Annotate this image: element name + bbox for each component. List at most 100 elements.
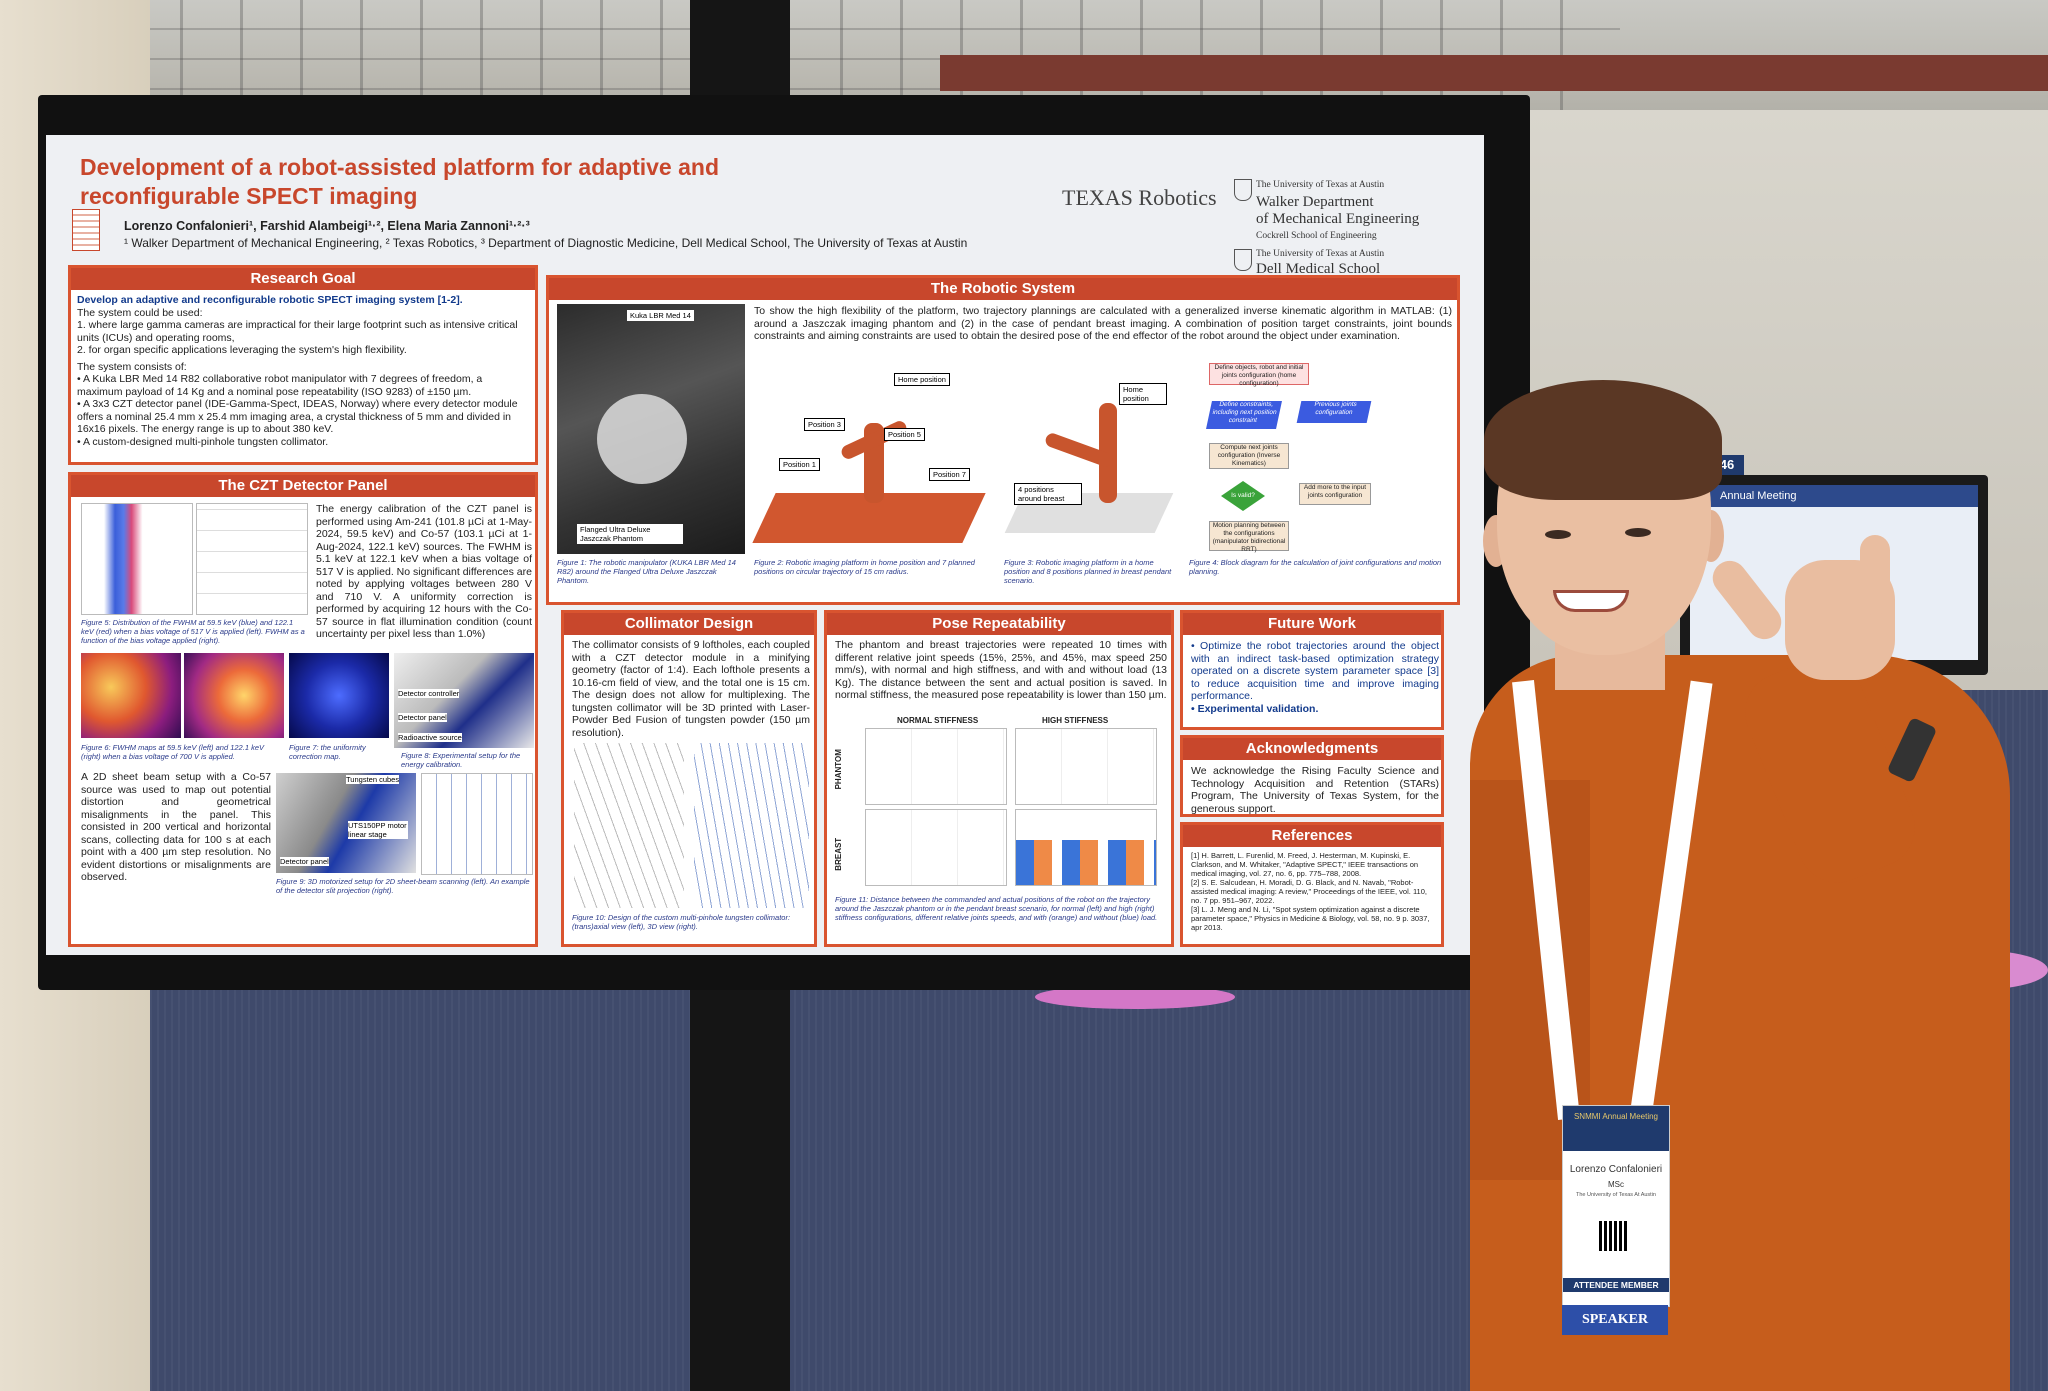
shield-icon — [1234, 249, 1252, 271]
fwhm-map-left — [81, 653, 181, 738]
pose-text: The phantom and breast trajectories were… — [835, 639, 1167, 701]
logo-subtext: The University of Texas at Austin — [1256, 249, 1385, 259]
reference-item: [3] L. J. Meng and N. Li, "Spot system o… — [1191, 905, 1430, 932]
flowchart-step: Define objects, robot and initial joints… — [1209, 363, 1309, 387]
logo-text: of Mechanical Engineering — [1256, 211, 1420, 227]
logo-text: Robotics — [1138, 185, 1217, 210]
robotic-text: To show the high flexibility of the plat… — [754, 305, 1452, 342]
badge-credential: MSc — [1608, 1180, 1624, 1189]
reference-item: [2] S. E. Salcudean, H. Moradi, D. G. Bl… — [1191, 878, 1427, 905]
calibration-setup-photo: Detector controller Detector panel Radio… — [394, 653, 534, 748]
goal-text: The system consists of: — [77, 360, 187, 373]
figure-caption: Figure 8: Experimental setup for the ene… — [401, 751, 521, 769]
flowchart-step: Define constraints, including next posit… — [1206, 401, 1282, 429]
boxplot — [865, 809, 1007, 886]
fwhm-map-right — [184, 653, 284, 738]
phantom-cylinder — [597, 394, 687, 484]
neighbor-screen-title: Annual Meeting — [1690, 485, 1978, 507]
badge-organization: The University of Texas At Austin — [1576, 1192, 1656, 1198]
figure-caption: Figure 3: Robotic imaging platform in a … — [1004, 558, 1172, 585]
czt-text: The energy calibration of the CZT panel … — [316, 503, 532, 640]
ceiling-beam — [940, 55, 2048, 91]
logo-subtext: The University of Texas at Austin — [1256, 180, 1385, 190]
section-header: References — [1183, 825, 1441, 847]
monitor: Development of a robot-assisted platform… — [38, 95, 1530, 990]
badge-meeting: SNMMI Annual Meeting — [1563, 1106, 1669, 1151]
goal-text: • A Kuka LBR Med 14 R82 collaborative ro… — [77, 373, 483, 398]
section-header: The Robotic System — [549, 278, 1457, 300]
logo-subtext: Cockrell School of Engineering — [1256, 231, 1377, 241]
row-label: BREAST — [834, 837, 844, 871]
czt-panel: The CZT Detector Panel The energy calibr… — [68, 472, 538, 947]
person-eye — [1545, 530, 1571, 539]
speaker-ribbon: SPEAKER — [1562, 1305, 1668, 1335]
boxplot — [1015, 728, 1157, 805]
goal-text: 1. where large gamma cameras are impract… — [77, 319, 518, 344]
person-smile — [1553, 590, 1629, 612]
robot-photo: Kuka LBR Med 14 Flanged Ultra Deluxe Jas… — [557, 304, 745, 554]
poster-title: Development of a robot-assisted platform… — [80, 154, 719, 209]
collimator-text: The collimator consists of 9 loftholes, … — [572, 639, 810, 739]
goal-text: The system could be used: — [77, 306, 203, 319]
phantom-trajectory-figure: Home position Position 3 Position 5 Posi… — [752, 363, 994, 553]
boxplot — [1015, 809, 1157, 886]
ack-text: We acknowledge the Rising Faculty Scienc… — [1191, 765, 1439, 815]
dell-logo: The University of Texas at Austin Dell M… — [1234, 247, 1456, 277]
research-goal-panel: Research Goal Develop an adaptive and re… — [68, 265, 538, 465]
fwhm-voltage-plot — [196, 503, 308, 615]
future-item: • Optimize the robot trajectories around… — [1191, 640, 1439, 702]
goal-text: 2. for organ specific applications lever… — [77, 344, 407, 356]
sheet-beam-setup-photo: Tungsten cubes UTS150PP motor linear sta… — [276, 773, 416, 873]
ut-tower-icon — [72, 209, 100, 251]
sheet-beam-text: A 2D sheet beam setup with a Co-57 sourc… — [81, 771, 271, 883]
section-header: The CZT Detector Panel — [71, 475, 535, 497]
photo-label: Detector panel — [280, 857, 329, 866]
position-label: Home position — [1119, 383, 1167, 405]
poster-authors: Lorenzo Confalonieri¹, Farshid Alambeigi… — [124, 219, 530, 233]
pose-repeatability-panel: Pose Repeatability The phantom and breas… — [824, 610, 1174, 947]
goal-intro: Develop an adaptive and reconfigurable r… — [77, 294, 463, 306]
references-panel: References [1] H. Barrett, L. Furenlid, … — [1180, 822, 1444, 947]
photo-label: Radioactive source — [398, 733, 462, 742]
collimator-axial-view — [574, 743, 684, 908]
uniformity-map — [289, 653, 389, 738]
flowchart-figure: Define objects, robot and initial joints… — [1189, 363, 1384, 553]
section-header: Research Goal — [71, 268, 535, 290]
flowchart-step: Compute next joints configuration (Inver… — [1209, 443, 1289, 469]
badge-name: Lorenzo Confalonieri — [1569, 1164, 1663, 1175]
poster: Development of a robot-assisted platform… — [46, 135, 1484, 955]
section-header: Future Work — [1183, 613, 1441, 635]
figure-caption: Figure 10: Design of the custom multi-pi… — [572, 913, 791, 931]
badge-attendee: ATTENDEE MEMBER — [1563, 1278, 1669, 1292]
figure-caption: Figure 1: The robotic manipulator (KUKA … — [557, 558, 736, 585]
person-eye — [1625, 528, 1651, 537]
figure-caption: Figure 7: the uniformity correction map. — [289, 743, 366, 761]
logo-text: TEXAS — [1062, 185, 1133, 210]
qr-code-icon — [1599, 1221, 1629, 1251]
photo-label: Flanged Ultra Deluxe Jaszczak Phantom — [577, 524, 683, 544]
future-work-panel: Future Work • Optimize the robot traject… — [1180, 610, 1444, 730]
collimator-3d-view — [694, 743, 809, 908]
position-label: Position 5 — [884, 428, 925, 441]
figure-caption: Figure 6: FWHM maps at 59.5 keV (left) a… — [81, 743, 264, 761]
person-finger — [1860, 535, 1890, 615]
figure-caption: Figure 11: Distance between the commande… — [835, 895, 1158, 922]
poster-affiliations: ¹ Walker Department of Mechanical Engine… — [124, 236, 968, 250]
figure-caption: Figure 4: Block diagram for the calculat… — [1189, 558, 1442, 576]
position-label: Home position — [894, 373, 950, 386]
logo-text: Dell Medical School — [1256, 261, 1381, 277]
texas-robotics-logo: TEXAS Robotics — [1062, 185, 1217, 211]
section-header: Acknowledgments — [1183, 738, 1441, 760]
acknowledgments-panel: Acknowledgments We acknowledge the Risin… — [1180, 735, 1444, 817]
flowchart-step: Motion planning between the configuratio… — [1209, 521, 1289, 553]
figure-caption: Figure 2: Robotic imaging platform in ho… — [754, 558, 975, 576]
robotic-system-panel: The Robotic System Kuka LBR Med 14 Flang… — [546, 275, 1460, 605]
position-label: Position 1 — [779, 458, 820, 471]
figure-caption: Figure 9: 3D motorized setup for 2D shee… — [276, 877, 530, 895]
photo-label: UTS150PP motor linear stage — [348, 821, 408, 839]
position-label: Position 7 — [929, 468, 970, 481]
position-label: Position 3 — [804, 418, 845, 431]
breast-trajectory-figure: Home position 4 positions around breast — [1004, 363, 1179, 553]
column-label: NORMAL STIFFNESS — [897, 716, 979, 725]
flowchart-step: Add more to the input joints configurati… — [1299, 483, 1371, 505]
